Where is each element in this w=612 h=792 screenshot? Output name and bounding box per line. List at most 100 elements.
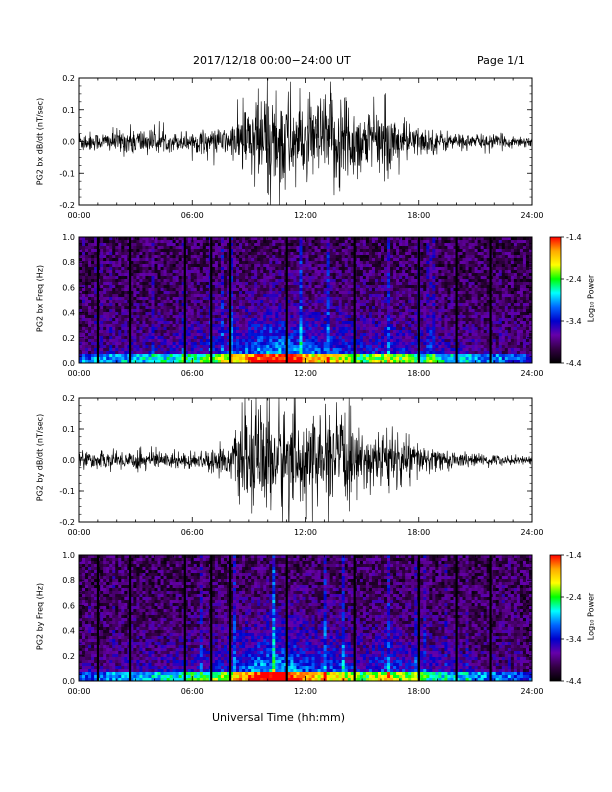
heatmap-cell [184,345,189,349]
heatmap-cell [414,309,418,313]
heatmap-cell [257,333,261,337]
heatmap-cell [142,318,146,322]
heatmap-cell [384,345,388,349]
heatmap-cell [302,327,306,331]
heatmap-cell [365,321,370,325]
heatmap-cell [245,249,249,253]
heatmap-cell [326,240,331,244]
heatmap-cell [100,252,104,256]
heatmap-cell [100,291,104,295]
heatmap-cell [82,324,86,328]
heatmap-cell [359,276,364,280]
heatmap-cell [217,297,222,301]
heatmap-cell [220,300,225,304]
heatmap-cell [85,288,89,292]
heatmap-cell [266,327,270,331]
heatmap-cell [411,273,415,277]
heatmap-cell [220,261,225,265]
heatmap-cell [106,303,110,307]
heatmap-cell [350,291,355,295]
heatmap-cell [320,303,325,307]
heatmap-cell [184,282,189,286]
heatmap-cell [106,270,110,274]
heatmap-cell [371,336,376,340]
heatmap-cell [151,333,155,337]
heatmap-cell [160,342,164,346]
heatmap-cell [435,273,439,277]
heatmap-cell [109,297,113,301]
heatmap-cell [239,270,243,274]
heatmap-cell [193,306,198,310]
heatmap-cell [211,357,216,361]
heatmap-cell [266,267,270,271]
heatmap-cell [308,273,312,277]
heatmap-cell [278,345,282,349]
heatmap-cell [290,288,294,292]
heatmap-cell [205,321,210,325]
heatmap-cell [239,264,243,268]
heatmap-cell [408,282,412,286]
heatmap-cell [435,312,439,316]
heatmap-cell [362,333,367,337]
heatmap-cell [393,321,397,325]
heatmap-cell [272,261,276,265]
heatmap-cell [79,360,83,364]
heatmap-cell [290,324,294,328]
heatmap-cell [233,297,237,301]
heatmap-cell [402,324,406,328]
heatmap-cell [133,255,137,259]
heatmap-cell [287,243,291,247]
heatmap-cell [245,339,249,343]
heatmap-cell [429,336,433,340]
heatmap-cell [211,276,216,280]
heatmap-cell [350,333,355,337]
heatmap-cell [423,351,427,355]
heatmap-cell [332,303,337,307]
heatmap-cell [115,333,119,337]
heatmap-cell [320,270,325,274]
heatmap-cell [381,258,385,262]
heatmap-cell [187,327,192,331]
heatmap-cell [88,261,92,265]
heatmap-cell [242,300,246,304]
heatmap-cell [199,333,204,337]
heatmap-cell [299,264,303,268]
heatmap-cell [142,360,146,364]
heatmap-cell [356,255,361,259]
heatmap-cell [245,321,249,325]
heatmap-cell [368,246,373,250]
heatmap-cell [323,303,328,307]
heatmap-cell [302,339,306,343]
heatmap-cell [139,300,143,304]
heatmap-cell [356,321,361,325]
heatmap-cell [420,324,424,328]
heatmap-cell [423,276,427,280]
heatmap-cell [420,285,424,289]
heatmap-cell [88,252,92,256]
heatmap-cell [260,324,264,328]
heatmap-cell [136,276,140,280]
heatmap-cell [136,255,140,259]
heatmap-cell [341,336,346,340]
heatmap-cell [314,270,318,274]
heatmap-cell [82,300,86,304]
heatmap-cell [338,318,343,322]
heatmap-cell [115,303,119,307]
heatmap-cell [151,291,155,295]
heatmap-cell [275,243,279,247]
heatmap-cell [263,255,267,259]
heatmap-cell [157,357,161,361]
heatmap-cell [121,360,125,364]
heatmap-cell [338,360,343,364]
heatmap-cell [426,345,430,349]
heatmap-cell [196,270,201,274]
heatmap-cell [82,327,86,331]
heatmap-cell [148,348,152,352]
heatmap-cell [88,357,92,361]
heatmap-cell [435,261,439,265]
heatmap-cell [217,342,222,346]
heatmap-cell [260,252,264,256]
heatmap-cell [118,270,122,274]
heatmap-cell [299,336,303,340]
heatmap-cell [178,255,183,259]
